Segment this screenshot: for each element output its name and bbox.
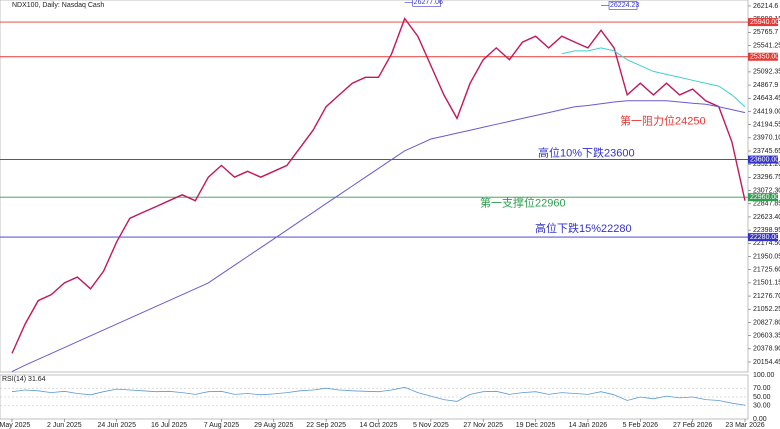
y-tick-label: 21950.05 xyxy=(753,253,780,260)
y-tick-label: 22847.85 xyxy=(753,201,780,208)
x-tick-label: 14 Jan 2026 xyxy=(569,422,608,429)
annotation: 第一阻力位24250 xyxy=(620,113,706,127)
y-tick-label: 24194.55 xyxy=(753,121,780,128)
y-tick-label: 23745.65 xyxy=(753,148,780,155)
rsi-tick-label: 100.00 xyxy=(753,372,775,379)
price-panel xyxy=(0,0,749,373)
y-tick-label: 21501.15 xyxy=(753,280,780,287)
y-tick-label: 21052.25 xyxy=(753,306,780,313)
price-line xyxy=(11,17,746,354)
price-line xyxy=(11,100,746,373)
price-line xyxy=(561,47,746,108)
x-tick-label: 22 Sep 2025 xyxy=(306,422,346,429)
y-tick-label: 20154.45 xyxy=(753,359,780,366)
x-tick-label: 16 Jul 2025 xyxy=(151,422,187,429)
level-box xyxy=(748,233,778,242)
peak-box xyxy=(608,1,638,10)
y-tick-label: 20603.35 xyxy=(753,332,780,339)
level-box xyxy=(748,18,778,27)
level-label: 25350.00 xyxy=(750,54,779,61)
level-label: 22960.00 xyxy=(750,194,779,201)
y-tick-label: 21276.70 xyxy=(753,293,780,300)
x-tick-label: 14 Oct 2025 xyxy=(359,422,397,429)
x-tick-label: 5 May 2025 xyxy=(0,422,30,429)
y-tick-label: 23296.75 xyxy=(753,174,780,181)
x-tick-label: 24 Jun 2025 xyxy=(97,422,136,429)
annotation: 高位10%下跌23600 xyxy=(538,146,635,160)
level-box xyxy=(748,193,778,202)
x-tick-label: 29 Aug 2025 xyxy=(254,422,293,429)
y-tick-label: 20378.90 xyxy=(753,346,780,353)
rsi-tick-label: 30.00 xyxy=(753,403,771,410)
y-tick-label: 23072.30 xyxy=(753,187,780,194)
y-tick-label: 25765.7 xyxy=(753,29,778,36)
rsi-label: RSI(14) 31.64 xyxy=(2,376,46,383)
chart-title: NDX100, Daily: Nasdaq Cash xyxy=(12,2,104,9)
y-tick-label: 24643.45 xyxy=(753,95,780,102)
y-tick-label: 22398.95 xyxy=(753,227,780,234)
peak-box xyxy=(412,0,441,7)
y-tick-label: 20827.80 xyxy=(753,319,780,326)
x-tick-label: 27 Nov 2025 xyxy=(463,422,503,429)
x-tick-label: 2 Jun 2025 xyxy=(47,422,82,429)
level-label: 25940.00 xyxy=(750,19,779,26)
level-label: 23600.00 xyxy=(750,156,779,163)
x-tick-label: 23 Mar 2026 xyxy=(725,422,764,429)
rsi-line xyxy=(11,386,746,406)
peak-label: 26224.23 xyxy=(610,2,639,9)
y-tick-label: 25092.35 xyxy=(753,69,780,76)
y-tick-label: 23521.20 xyxy=(753,161,780,168)
x-tick-label: 5 Feb 2026 xyxy=(623,422,659,429)
y-tick-label: 25541.25 xyxy=(753,42,780,49)
annotation: 高位下跌15%22280 xyxy=(535,221,632,235)
level-label: 22280.00 xyxy=(750,234,779,241)
annotation: 第一支撑位22960 xyxy=(480,196,566,210)
rsi-tick-label: 0.00 xyxy=(753,416,767,423)
peak-label: 26277.06 xyxy=(414,0,443,6)
y-tick-label: 22623.40 xyxy=(753,214,780,221)
y-tick-label: 24867.9 xyxy=(753,82,778,89)
x-tick-label: 5 Nov 2025 xyxy=(413,422,449,429)
y-tick-label: 23970.10 xyxy=(753,135,780,142)
y-tick-label: 24419.00 xyxy=(753,108,780,115)
y-tick-label: 26214.6 xyxy=(753,3,778,10)
rsi-tick-label: 70.00 xyxy=(753,385,771,392)
x-tick-label: 7 Aug 2025 xyxy=(204,422,240,429)
y-tick-label: 21725.60 xyxy=(753,267,780,274)
x-tick-label: 27 Feb 2026 xyxy=(673,422,712,429)
y-tick-label: 22174.50 xyxy=(753,240,780,247)
rsi-tick-label: 50.00 xyxy=(753,394,771,401)
x-tick-label: 19 Dec 2025 xyxy=(516,422,556,429)
level-box xyxy=(748,52,778,61)
level-box xyxy=(748,155,778,164)
